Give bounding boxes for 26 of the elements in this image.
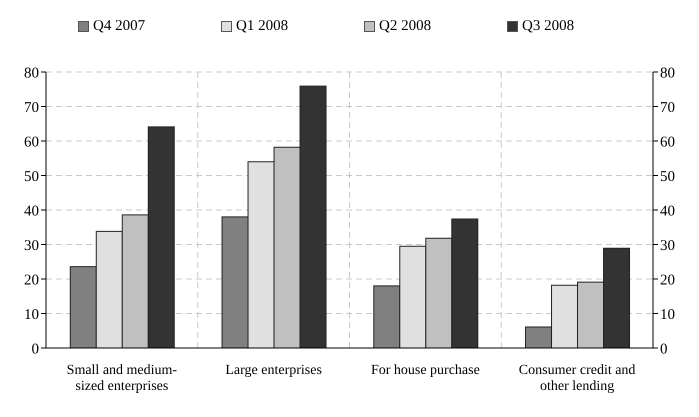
- y2-tick-label: 10: [660, 306, 675, 323]
- y-tick-label: 20: [24, 272, 39, 288]
- legend-label: Q2 2008: [379, 18, 432, 35]
- y2-tick-label: 70: [660, 100, 675, 116]
- y-tick-label: 70: [24, 100, 39, 116]
- x-tick-label: Large enterprises: [225, 363, 322, 378]
- legend-label: Q4 2007: [93, 18, 146, 35]
- legend-label: Q3 2008: [522, 18, 574, 35]
- y2-tick-label: 50: [660, 168, 675, 185]
- y-tick-label: 80: [24, 65, 39, 82]
- x-tick-label: For house purchase: [370, 363, 480, 378]
- y-tick-label: 0: [32, 341, 39, 358]
- y-tick-label: 60: [24, 134, 39, 150]
- y2-tick-label: 0: [660, 341, 668, 358]
- legend-label: Q1 2008: [236, 18, 288, 35]
- y-tick-label: 30: [24, 238, 39, 254]
- y2-tick-label: 60: [660, 134, 675, 150]
- y2-tick-label: 20: [660, 272, 675, 288]
- y-tick-label: 40: [24, 203, 39, 220]
- x-tick-label: Consumer credit and other lending: [518, 363, 636, 394]
- x-tick-label: Small and medium-sized enterprises: [66, 363, 178, 394]
- y2-tick-label: 30: [660, 238, 675, 254]
- y2-tick-label: 40: [660, 203, 675, 220]
- y-tick-label: 10: [24, 306, 39, 323]
- y2-tick-label: 80: [660, 65, 675, 82]
- y-tick-label: 50: [24, 168, 39, 185]
